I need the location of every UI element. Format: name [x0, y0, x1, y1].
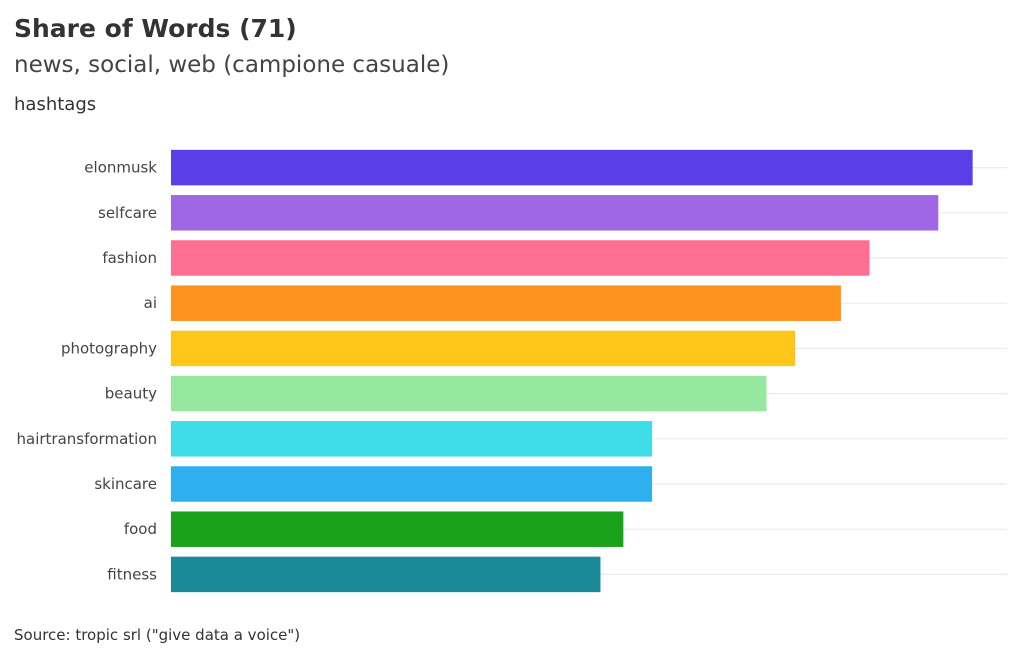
tick-label-beauty: beauty — [105, 385, 157, 403]
source-caption: Source: tropic srl ("give data a voice") — [14, 626, 301, 644]
tick-label-skincare: skincare — [94, 475, 157, 493]
tick-label-fashion: fashion — [102, 249, 157, 267]
bar-skincare — [171, 466, 652, 502]
tick-label-hairtransformation: hairtransformation — [17, 430, 158, 448]
tick-label-selfcare: selfcare — [98, 204, 157, 222]
bar-selfcare — [171, 195, 939, 231]
chart-subtitle: news, social, web (campione casuale) — [14, 52, 450, 78]
tick-label-food: food — [124, 520, 157, 538]
chart-title: Share of Words (71) — [14, 14, 297, 43]
y-axis-title: hashtags — [14, 94, 97, 115]
bar-elonmusk — [171, 149, 973, 186]
bar-fashion — [171, 240, 870, 276]
bar-hairtransformation — [171, 421, 652, 457]
bar-photography — [171, 330, 796, 367]
bar-fitness — [171, 556, 601, 593]
tick-label-elonmusk: elonmusk — [84, 159, 157, 177]
bar-beauty — [171, 375, 767, 412]
bar-ai — [171, 285, 841, 321]
tick-label-photography: photography — [61, 339, 157, 357]
tick-label-fitness: fitness — [107, 565, 157, 583]
tick-label-ai: ai — [144, 294, 157, 312]
bar-food — [171, 511, 624, 547]
